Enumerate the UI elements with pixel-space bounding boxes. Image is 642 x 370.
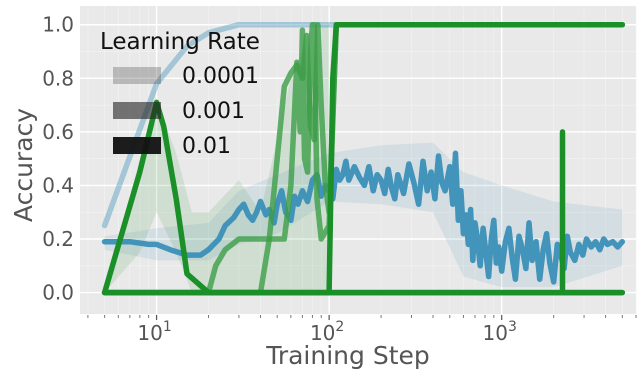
y-tick-label: 0.6	[42, 120, 74, 144]
legend-entry-0001: 0.0001	[113, 64, 259, 89]
y-axis-title: Accuracy	[9, 108, 38, 222]
y-tick-label: 0.4	[42, 173, 74, 197]
x-tick-exponent: 2	[335, 319, 344, 335]
x-tick-label: 102	[310, 319, 344, 345]
legend-entry-01: 0.01	[113, 134, 231, 159]
legend-label-001: 0.001	[182, 99, 245, 124]
y-tick-labels: 0.0 0.2 0.4 0.6 0.8 1.0	[42, 13, 74, 305]
x-axis-title: Training Step	[265, 341, 430, 370]
x-minor-ticks	[87, 315, 637, 318]
x-tick-exponent: 1	[163, 319, 172, 335]
legend-entry-001: 0.001	[113, 99, 245, 124]
x-tick-label: 101	[137, 319, 171, 345]
legend-swatch-01	[113, 137, 161, 154]
legend-label-0001: 0.0001	[182, 64, 259, 89]
series-line	[101, 21, 626, 296]
legend-swatch-0001	[113, 67, 161, 84]
y-tick-label: 0.2	[42, 227, 74, 251]
x-tick-labels: 101 102 103	[137, 315, 517, 345]
legend: Learning Rate 0.0001 0.001 0.01	[100, 29, 260, 159]
series-line	[101, 150, 626, 285]
y-tick-label: 1.0	[42, 13, 74, 37]
x-tick-exponent: 3	[508, 319, 517, 335]
legend-swatch-001	[113, 102, 161, 119]
series-lines	[101, 21, 626, 296]
legend-label-01: 0.01	[182, 134, 231, 159]
x-tick-label: 103	[483, 319, 517, 345]
y-tick-label: 0.8	[42, 66, 74, 90]
legend-title: Learning Rate	[100, 29, 260, 55]
y-tick-label: 0.0	[42, 281, 74, 305]
